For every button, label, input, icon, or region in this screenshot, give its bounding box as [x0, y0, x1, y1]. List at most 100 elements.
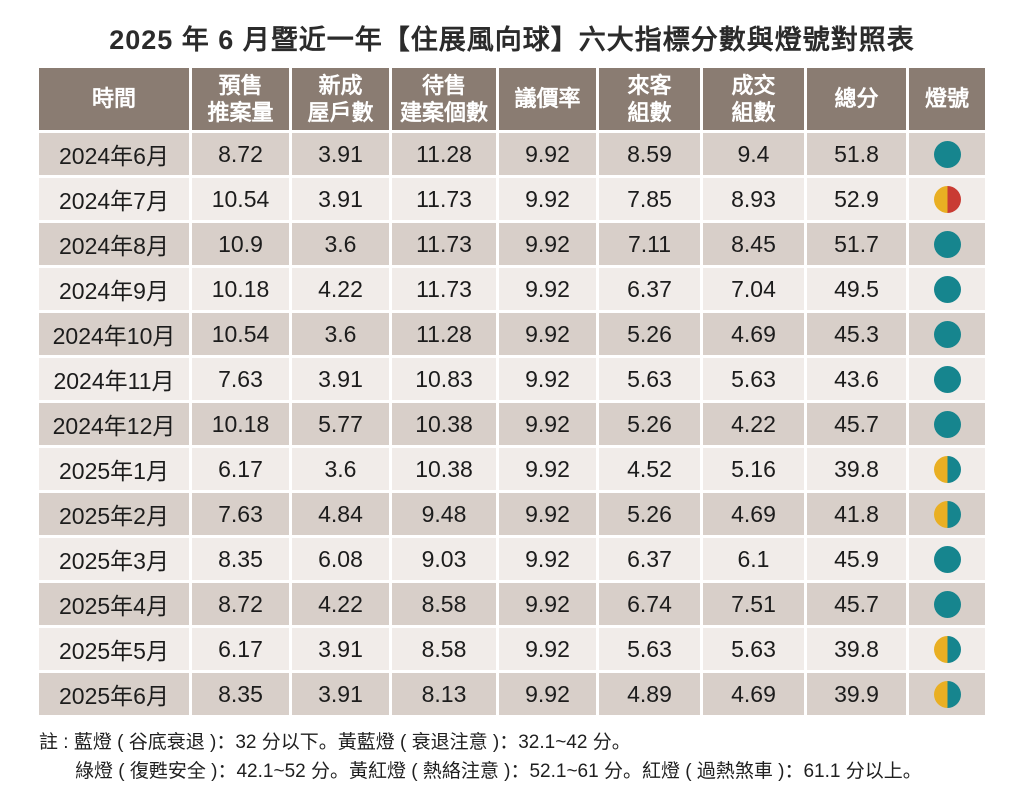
column-header: 新成 屋戶數: [292, 68, 389, 130]
value-cell: 10.83: [392, 358, 496, 400]
value-cell: 9.92: [499, 358, 596, 400]
value-cell: 8.58: [392, 628, 496, 670]
value-cell: 9.92: [499, 403, 596, 445]
light-cell: [909, 133, 985, 175]
value-cell: 4.84: [292, 493, 389, 535]
light-cell: [909, 178, 985, 220]
value-cell: 6.37: [599, 538, 700, 580]
value-cell: 6.08: [292, 538, 389, 580]
value-cell: 3.91: [292, 673, 389, 715]
value-cell: 10.9: [192, 223, 289, 265]
value-cell: 9.92: [499, 223, 596, 265]
value-cell: 5.16: [703, 448, 804, 490]
table-row: 2025年5月 6.17 3.91 8.58 9.92 5.63 5.63 39.8: [39, 628, 985, 670]
value-cell: 9.92: [499, 133, 596, 175]
value-cell: 9.92: [499, 268, 596, 310]
column-header: 待售 建案個數: [392, 68, 496, 130]
light-cell: [909, 268, 985, 310]
value-cell: 5.63: [703, 628, 804, 670]
light-cell: [909, 538, 985, 580]
value-cell: 10.54: [192, 178, 289, 220]
value-cell: 45.7: [807, 403, 906, 445]
value-cell: 9.92: [499, 583, 596, 625]
value-cell: 4.22: [292, 268, 389, 310]
time-cell: 2024年10月: [39, 313, 189, 355]
value-cell: 45.3: [807, 313, 906, 355]
value-cell: 5.26: [599, 403, 700, 445]
time-cell: 2025年1月: [39, 448, 189, 490]
value-cell: 10.54: [192, 313, 289, 355]
time-cell: 2024年6月: [39, 133, 189, 175]
value-cell: 3.91: [292, 133, 389, 175]
table-row: 2025年2月 7.63 4.84 9.48 9.92 5.26 4.69 41.8: [39, 493, 985, 535]
value-cell: 10.18: [192, 403, 289, 445]
yellow-red-light-icon: [933, 186, 961, 214]
value-cell: 9.92: [499, 628, 596, 670]
value-cell: 4.52: [599, 448, 700, 490]
green-light-icon: [933, 546, 961, 574]
value-cell: 8.59: [599, 133, 700, 175]
value-cell: 3.91: [292, 358, 389, 400]
value-cell: 7.85: [599, 178, 700, 220]
value-cell: 9.48: [392, 493, 496, 535]
value-cell: 5.63: [599, 358, 700, 400]
light-cell: [909, 358, 985, 400]
value-cell: 3.6: [292, 448, 389, 490]
value-cell: 4.69: [703, 673, 804, 715]
light-cell: [909, 628, 985, 670]
value-cell: 7.63: [192, 493, 289, 535]
value-cell: 4.69: [703, 313, 804, 355]
value-cell: 11.73: [392, 223, 496, 265]
table-row: 2024年11月 7.63 3.91 10.83 9.92 5.63 5.63 43.6: [39, 358, 985, 400]
green-light-icon: [933, 276, 961, 304]
value-cell: 8.45: [703, 223, 804, 265]
value-cell: 3.6: [292, 223, 389, 265]
value-cell: 4.22: [703, 403, 804, 445]
time-cell: 2025年3月: [39, 538, 189, 580]
header-row: 時間 預售 推案量 新成 屋戶數 待售 建案個數 議價率 來客 組數 成交 組數 總分 燈號: [39, 68, 985, 130]
column-header: 燈號: [909, 68, 985, 130]
column-header: 議價率: [499, 68, 596, 130]
value-cell: 7.04: [703, 268, 804, 310]
value-cell: 5.26: [599, 313, 700, 355]
light-cell: [909, 493, 985, 535]
table-row: 2024年8月 10.9 3.6 11.73 9.92 7.11 8.45 51.7: [39, 223, 985, 265]
value-cell: 6.37: [599, 268, 700, 310]
green-light-icon: [933, 141, 961, 169]
time-cell: 2024年11月: [39, 358, 189, 400]
value-cell: 10.38: [392, 448, 496, 490]
light-cell: [909, 673, 985, 715]
value-cell: 10.38: [392, 403, 496, 445]
time-cell: 2025年6月: [39, 673, 189, 715]
column-header: 成交 組數: [703, 68, 804, 130]
value-cell: 8.13: [392, 673, 496, 715]
column-header: 來客 組數: [599, 68, 700, 130]
table-header: 時間 預售 推案量 新成 屋戶數 待售 建案個數 議價率 來客 組數 成交 組數 總分 燈號: [39, 68, 985, 130]
value-cell: 8.72: [192, 583, 289, 625]
value-cell: 3.6: [292, 313, 389, 355]
value-cell: 9.92: [499, 673, 596, 715]
value-cell: 6.17: [192, 448, 289, 490]
value-cell: 52.9: [807, 178, 906, 220]
yellow-blue-light-icon: [933, 636, 961, 664]
footnote-line-2: 綠燈 ( 復甦安全 )：42.1~52 分。黃紅燈 ( 熱絡注意 )：52.1~…: [75, 761, 922, 783]
time-cell: 2024年12月: [39, 403, 189, 445]
column-header: 預售 推案量: [192, 68, 289, 130]
value-cell: 51.7: [807, 223, 906, 265]
yellow-blue-light-icon: [933, 501, 961, 529]
value-cell: 4.69: [703, 493, 804, 535]
table-body: 2024年6月 8.72 3.91 11.28 9.92 8.59 9.4 51.8 2024年…: [39, 133, 985, 715]
value-cell: 11.73: [392, 268, 496, 310]
value-cell: 9.92: [499, 313, 596, 355]
column-header: 總分: [807, 68, 906, 130]
value-cell: 8.72: [192, 133, 289, 175]
green-light-icon: [933, 321, 961, 349]
value-cell: 10.18: [192, 268, 289, 310]
column-header: 時間: [39, 68, 189, 130]
value-cell: 7.63: [192, 358, 289, 400]
footnotes: 註 : 藍燈 ( 谷底衰退 )：32 分以下。黃藍燈 ( 衰退注意 )：32.1…: [39, 728, 985, 787]
footnote-line-1: 註 : 藍燈 ( 谷底衰退 )：32 分以下。黃藍燈 ( 衰退注意 )：32.1…: [39, 732, 631, 753]
value-cell: 8.58: [392, 583, 496, 625]
light-cell: [909, 223, 985, 265]
